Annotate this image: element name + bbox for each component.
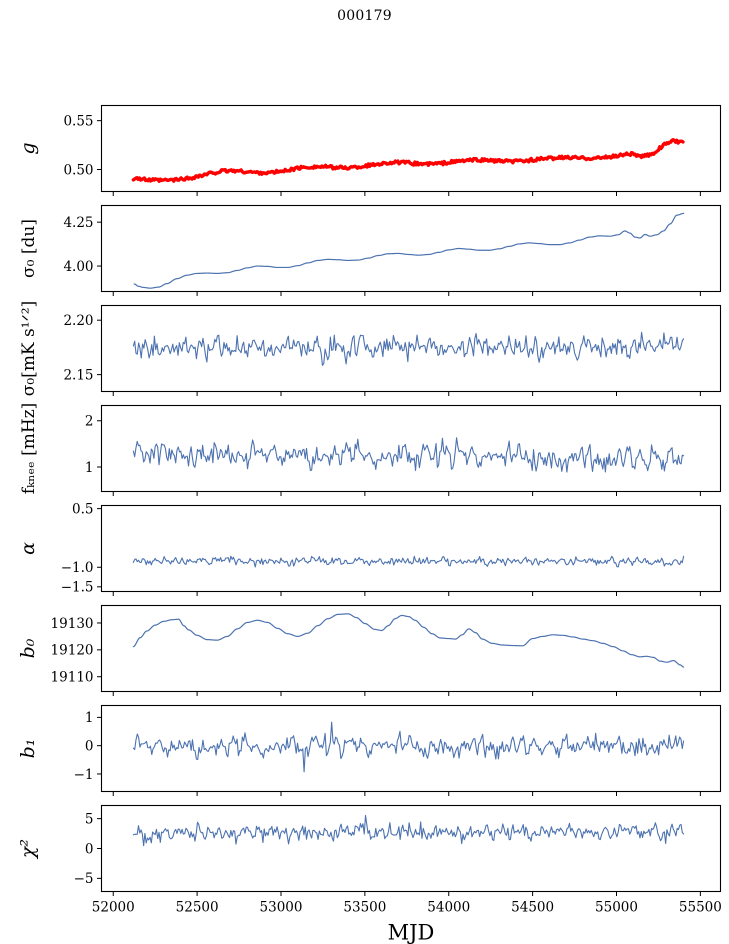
y-tick-label: 2 (85, 414, 94, 430)
panel-frame (100, 604, 722, 693)
y-axis-label: b₀ (17, 638, 39, 658)
x-tick-label: 54000 (427, 900, 470, 916)
data-line-b1 (132, 721, 685, 773)
panel-frame (100, 304, 722, 393)
y-tick-label: 2.20 (63, 313, 93, 329)
panel-alpha: −1.5 −1.0 0.5 α (17, 501, 722, 596)
y-axis-label: g (17, 142, 39, 154)
panel-b1: −1 0 1 b₁ (17, 704, 722, 796)
x-tick-label: 54500 (511, 900, 554, 916)
x-tick-label: 52000 (92, 900, 135, 916)
x-tick-label: 53000 (260, 900, 303, 916)
data-line-b0 (132, 613, 685, 668)
y-axis-label: χ² (17, 839, 39, 860)
y-tick-label: 1 (85, 460, 94, 476)
x-tick-label: 53500 (343, 900, 386, 916)
y-tick-label: 19110 (51, 670, 94, 686)
y-tick-label: 19120 (51, 643, 94, 659)
y-axis-label: σ₀ [du] (19, 219, 39, 278)
y-axis-label: b₁ (17, 739, 39, 759)
data-points-g-data (131, 137, 685, 183)
panel-b0: 19110 19120 19130 b₀ (17, 604, 722, 696)
x-axis-label: MJD (388, 921, 435, 944)
panel-frame (100, 104, 722, 193)
y-tick-label: −1.5 (61, 580, 94, 596)
y-tick-label: −1 (74, 767, 94, 783)
data-line-fknee (132, 437, 685, 473)
panel-sigma0-mk: 2.15 2.20 σ₀[mK s¹ᐟ²] (19, 301, 722, 396)
data-line-sigma0-mk (132, 331, 685, 366)
panel-frame (100, 504, 722, 593)
y-tick-label: 4.25 (63, 215, 93, 231)
y-tick-label: −1.0 (61, 560, 94, 576)
panel-frame (100, 704, 722, 793)
y-tick-label: 0 (85, 738, 94, 754)
y-tick-label: −5 (74, 871, 94, 887)
x-tick-label: 55000 (595, 900, 638, 916)
y-tick-label: 0.5 (72, 501, 93, 517)
panel-frame (100, 204, 722, 293)
y-tick-label: 1 (85, 710, 94, 726)
y-tick-label: 4.00 (63, 259, 93, 275)
y-axis-label: σ₀[mK s¹ᐟ²] (19, 301, 39, 396)
data-line-sigma0-du (133, 212, 685, 289)
panel-frame (100, 404, 722, 493)
y-tick-label: 2.15 (63, 367, 93, 383)
y-tick-label: 0.55 (63, 113, 93, 129)
panel-sigma0-du: 4.00 4.25 σ₀ [du] (19, 204, 722, 296)
y-tick-label: 19130 (51, 616, 94, 632)
panel-frame (100, 804, 722, 893)
data-line-chi2 (132, 814, 685, 847)
y-axis-label: fₖₙₑₑ [mHz] (19, 403, 39, 495)
y-tick-label: 0.50 (63, 162, 93, 178)
y-tick-label: 0 (85, 841, 94, 857)
data-line-alpha (132, 555, 685, 568)
y-tick-label: 5 (85, 811, 94, 827)
y-axis-label: α (17, 542, 39, 555)
x-tick-label: 55500 (679, 900, 722, 916)
panel-fknee: 1 2 fₖₙₑₑ [mHz] (19, 403, 722, 496)
panel-chi2: −5 0 5 χ² 52000 52500 53000 53500 54000 54500 5500… (17, 804, 722, 944)
x-tick-label: 52500 (176, 900, 219, 916)
figure-title: 000179 (337, 8, 392, 24)
panel-g-model: 0.50 0.55 g (17, 104, 722, 196)
